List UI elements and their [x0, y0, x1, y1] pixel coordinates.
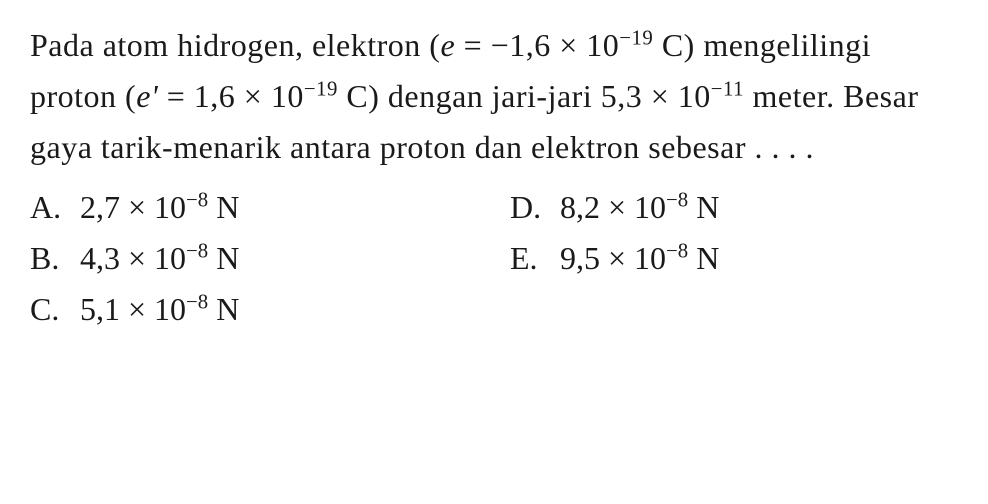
option-d: D.8,2 × 10−8 N — [510, 182, 958, 233]
option-letter: A. — [30, 182, 80, 233]
options-container: A.2,7 × 10−8 N D.8,2 × 10−8 N B.4,3 × 10… — [30, 182, 958, 336]
question-part: C) dengan jari-jari 5,3 × 10 — [338, 78, 711, 114]
exponent: −19 — [304, 78, 338, 101]
option-c: C.5,1 × 10−8 N — [30, 284, 510, 335]
option-a: A.2,7 × 10−8 N — [30, 182, 510, 233]
options-row-3: C.5,1 × 10−8 N — [30, 284, 958, 335]
option-value: 8,2 × 10 — [560, 189, 666, 225]
exponent: −11 — [711, 78, 744, 101]
exponent: −19 — [619, 26, 653, 49]
option-unit: N — [208, 240, 239, 276]
option-e: E.9,5 × 10−8 N — [510, 233, 958, 284]
question-part: = 1,6 × 10 — [158, 78, 304, 114]
option-unit: N — [208, 291, 239, 327]
option-b: B.4,3 × 10−8 N — [30, 233, 510, 284]
option-value: 9,5 × 10 — [560, 240, 666, 276]
option-exp: −8 — [186, 239, 208, 262]
options-row-1: A.2,7 × 10−8 N D.8,2 × 10−8 N — [30, 182, 958, 233]
option-letter: E. — [510, 233, 560, 284]
option-exp: −8 — [186, 290, 208, 313]
option-letter: B. — [30, 233, 80, 284]
option-exp: −8 — [666, 239, 688, 262]
option-value: 2,7 × 10 — [80, 189, 186, 225]
option-exp: −8 — [186, 188, 208, 211]
options-row-2: B.4,3 × 10−8 N E.9,5 × 10−8 N — [30, 233, 958, 284]
option-unit: N — [688, 189, 719, 225]
option-exp: −8 — [666, 188, 688, 211]
variable-e: e — [440, 27, 455, 63]
option-unit: N — [688, 240, 719, 276]
option-letter: C. — [30, 284, 80, 335]
question-part: Pada atom hidrogen, elektron ( — [30, 27, 440, 63]
option-value: 5,1 × 10 — [80, 291, 186, 327]
question-part: = −1,6 × 10 — [455, 27, 619, 63]
option-value: 4,3 × 10 — [80, 240, 186, 276]
option-letter: D. — [510, 182, 560, 233]
option-unit: N — [208, 189, 239, 225]
question-text: Pada atom hidrogen, elektron (e = −1,6 ×… — [30, 20, 958, 174]
variable-e-prime: e' — [136, 78, 158, 114]
